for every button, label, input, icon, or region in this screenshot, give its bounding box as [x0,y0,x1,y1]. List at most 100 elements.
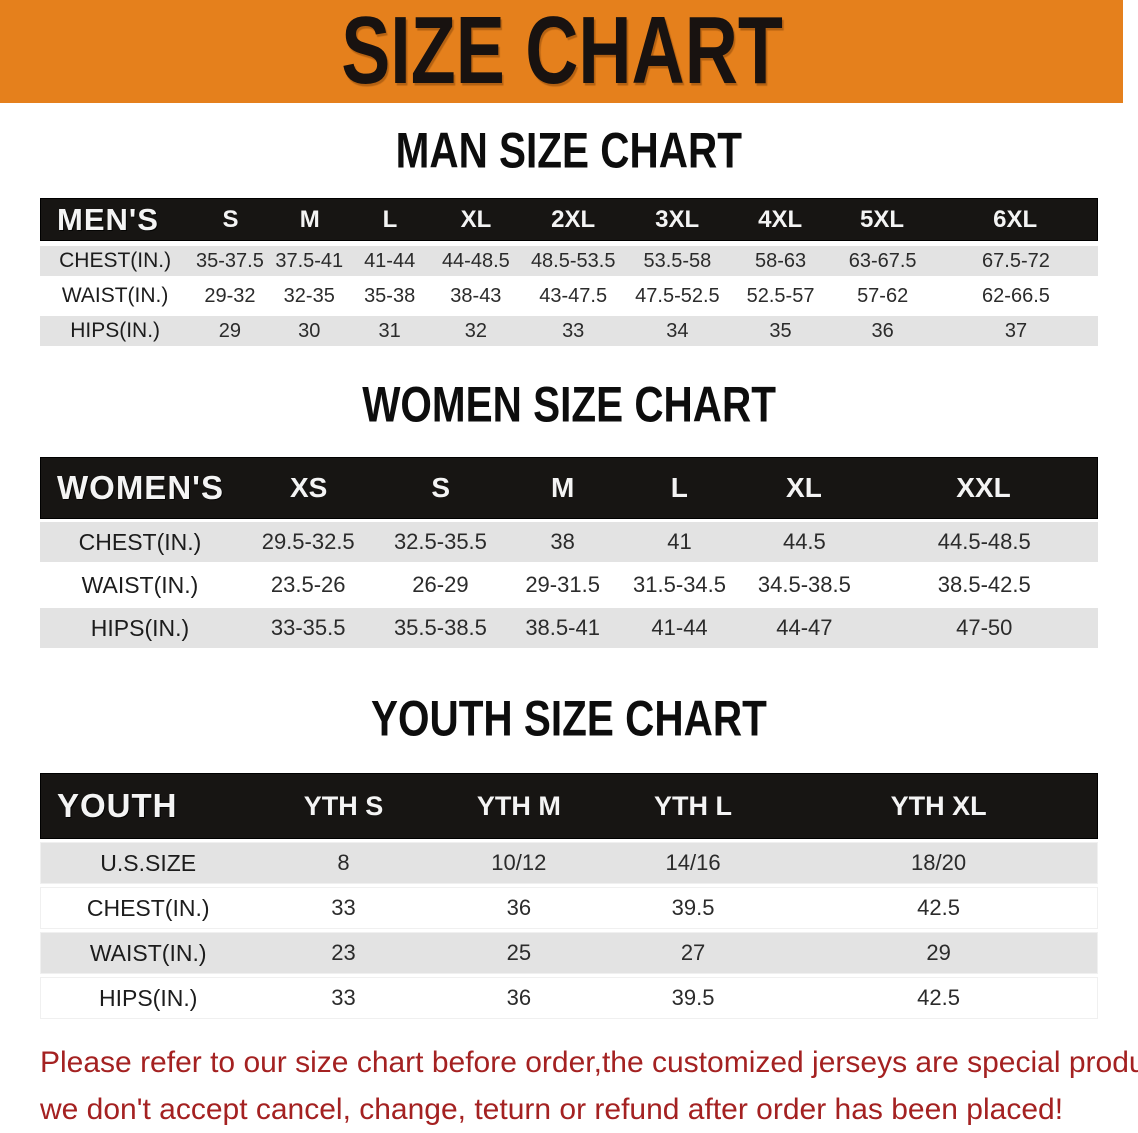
cell: 41-44 [651,615,708,640]
cell: 29.5-32.5 [261,529,355,554]
cell: 32 [464,319,487,342]
cell: 37 [1004,319,1028,342]
cell: 48.5-53.5 [530,249,616,272]
cell: 57-62 [857,284,909,307]
cell: 39.5 [671,895,715,920]
womens-size-l: L [670,472,688,503]
womens-hips-row: HIPS(IN.) 33-35.5 35.5-38.5 38.5-41 41-4… [40,608,1098,648]
womens-size-s: S [431,472,451,503]
youth-waist-row: WAIST(IN.) 23 25 27 29 [40,932,1098,974]
cell: 44.5-48.5 [937,529,1031,554]
cell: 34.5-38.5 [757,572,851,597]
womens-size-xxl: XXL [956,472,1011,503]
cell: 8 [337,850,350,875]
youth-size-m: YTH M [476,790,561,821]
mens-size-table: MEN'S S M L XL 2XL 3XL 4XL 5XL 6XL CHEST… [40,198,1098,346]
youth-size-chart-title: YOUTH SIZE CHART [0,691,1138,745]
row-label: U.S.SIZE [100,849,197,876]
womens-chest-row: CHEST(IN.) 29.5-32.5 32.5-35.5 38 41 44.… [40,522,1098,562]
womens-size-m: M [550,472,575,503]
cell: 47-50 [956,615,1013,640]
youth-size-xl: YTH XL [890,790,987,821]
cell: 47.5-52.5 [635,284,720,307]
order-disclaimer: Please refer to our size chart before or… [40,1039,1138,1133]
row-label: WAIST(IN.) [89,939,207,966]
women-size-chart-title-text: WOMEN SIZE CHART [362,375,776,433]
cell: 36 [506,895,532,920]
cell: 44-47 [776,615,833,640]
row-label: CHEST(IN.) [59,249,172,272]
cell: 29 [218,319,242,342]
womens-size-xl: XL [786,472,822,503]
youth-size-s: YTH S [303,790,384,821]
cell: 33-35.5 [270,615,346,640]
cell: 44-48.5 [441,249,510,272]
cell: 38-43 [450,284,502,307]
cell: 31.5-34.5 [633,572,727,597]
cell: 58-63 [754,249,807,272]
mens-size-4xl: 4XL [758,205,803,233]
cell: 41-44 [364,249,416,272]
youth-table-header-row: YOUTH YTH S YTH M YTH L YTH XL [40,773,1098,839]
cell: 14/16 [665,850,721,875]
cell: 33 [331,895,356,920]
mens-size-l: L [382,205,398,233]
row-label: HIPS(IN.) [70,319,161,342]
cell: 18/20 [911,850,967,875]
size-chart-banner: SIZE CHART [0,0,1123,103]
youth-hips-row: HIPS(IN.) 33 36 39.5 42.5 [40,977,1098,1019]
mens-table-header-row: MEN'S S M L XL 2XL 3XL 4XL 5XL 6XL [40,198,1098,241]
women-size-chart-title: WOMEN SIZE CHART [0,375,1138,433]
cell: 43-47.5 [539,284,608,307]
youth-chest-row: CHEST(IN.) 33 36 39.5 42.5 [40,887,1098,929]
womens-table-header-row: WOMEN'S XS S M L XL XXL [40,457,1098,519]
cell: 26-29 [412,572,469,597]
mens-waist-row: WAIST(IN.) 29-32 32-35 35-38 38-43 43-47… [40,281,1098,311]
cell: 41 [667,529,692,554]
cell: 29 [926,940,951,965]
row-label: WAIST(IN.) [81,571,199,598]
cell: 29-31.5 [525,572,600,597]
cell: 34 [666,319,689,342]
cell: 38.5-42.5 [937,572,1031,597]
row-label: CHEST(IN.) [86,894,210,921]
mens-size-3xl: 3XL [655,205,700,233]
cell: 36 [506,985,532,1010]
youth-ussize-row: U.S.SIZE 8 10/12 14/16 18/20 [40,842,1098,884]
cell: 31 [378,319,401,342]
youth-size-l: YTH L [654,790,733,821]
cell: 67.5-72 [982,249,1050,272]
womens-header-label: WOMEN'S [57,469,225,506]
disclaimer-line-2: we don't accept cancel, change, teturn o… [40,1093,1064,1126]
cell: 30 [298,319,321,342]
mens-hips-row: HIPS(IN.) 29 30 31 32 33 34 35 36 37 [40,316,1098,346]
cell: 32-35 [283,284,335,307]
man-size-chart-title: MAN SIZE CHART [0,121,1138,179]
mens-size-m: M [299,205,320,233]
mens-header-label: MEN'S [57,201,159,237]
cell: 36 [871,319,894,342]
mens-size-6xl: 6XL [993,205,1038,233]
banner-title: SIZE CHART [340,0,783,103]
cell: 35-37.5 [195,249,264,272]
cell: 23.5-26 [270,572,346,597]
mens-chest-row: CHEST(IN.) 35-37.5 37.5-41 41-44 44-48.5… [40,246,1098,276]
cell: 62-66.5 [982,284,1050,307]
cell: 33 [331,985,356,1010]
disclaimer-line-1: Please refer to our size chart before or… [40,1046,1138,1079]
man-size-chart-title-text: MAN SIZE CHART [395,121,743,179]
cell: 53.5-58 [643,249,712,272]
cell: 29-32 [204,284,256,307]
cell: 39.5 [671,985,715,1010]
cell: 38 [550,529,575,554]
row-label: WAIST(IN.) [61,284,169,307]
row-label: CHEST(IN.) [78,528,202,555]
cell: 42.5 [917,985,960,1010]
cell: 35-38 [364,284,416,307]
cell: 37.5-41 [275,249,344,272]
cell: 38.5-41 [525,615,600,640]
row-label: HIPS(IN.) [98,984,198,1011]
mens-size-5xl: 5XL [860,205,905,233]
row-label: HIPS(IN.) [90,614,190,641]
cell: 52.5-57 [746,284,815,307]
